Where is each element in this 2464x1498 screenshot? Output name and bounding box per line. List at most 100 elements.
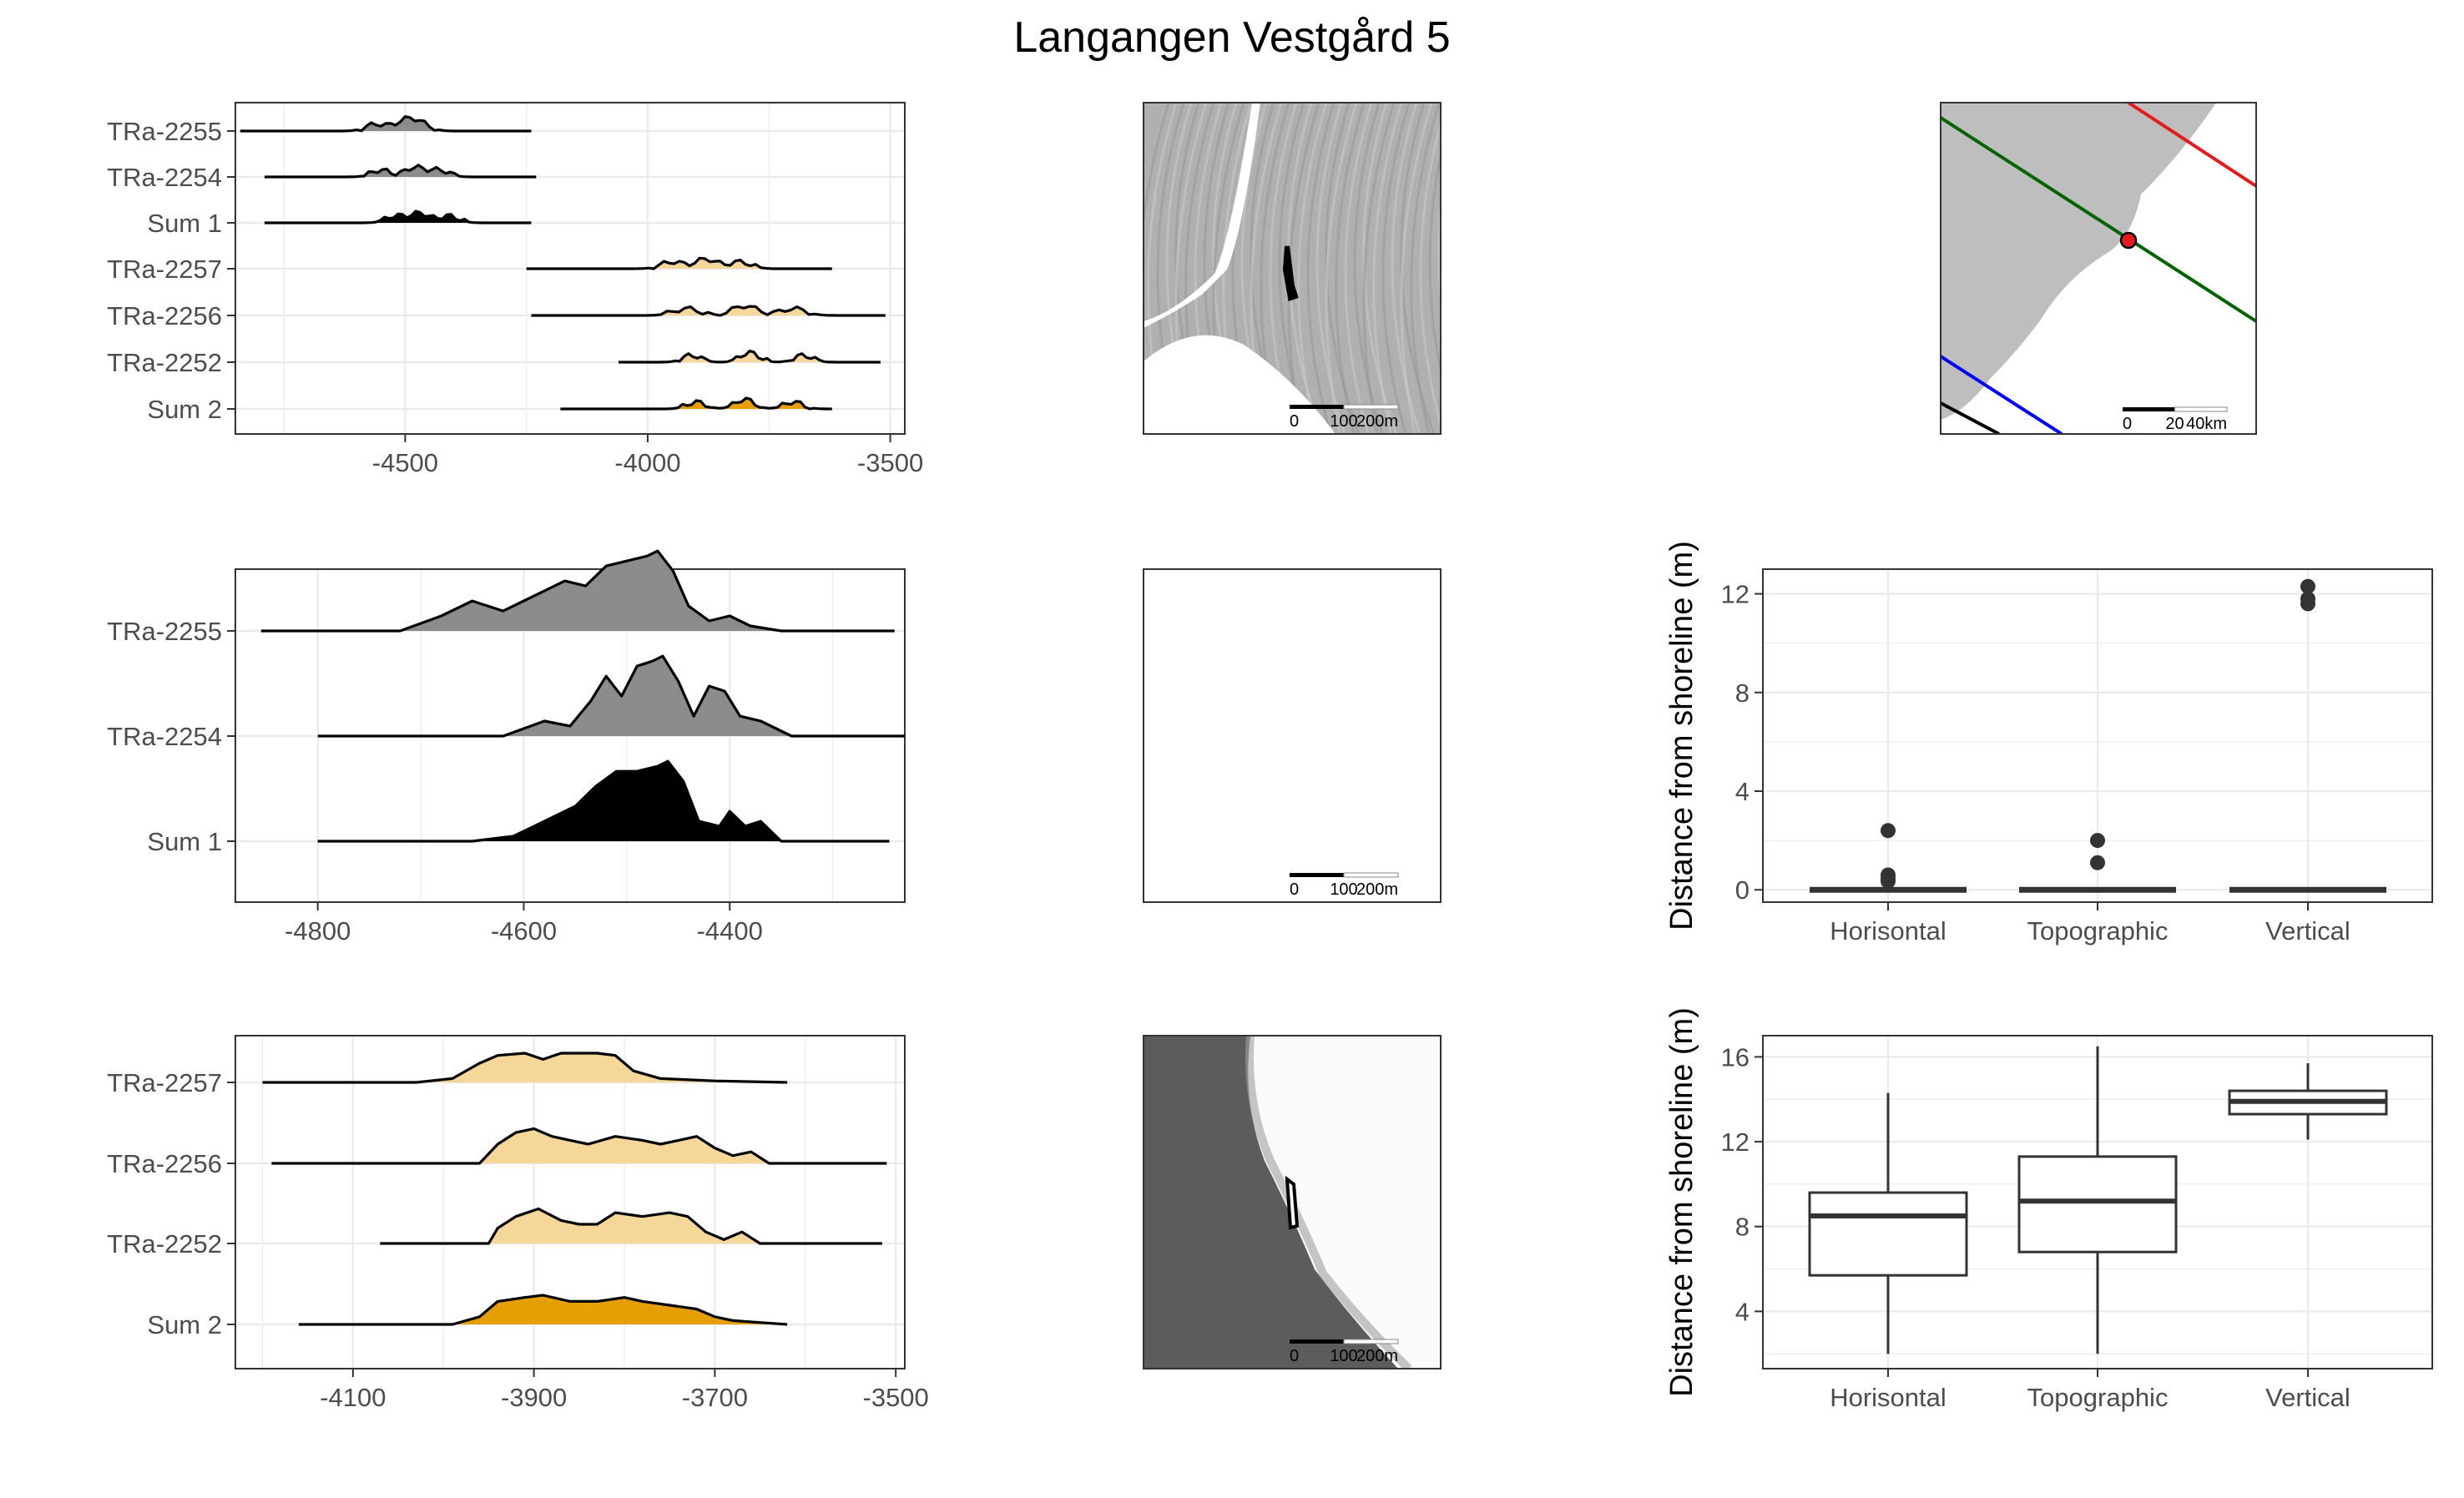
ridge-line-tra-2256 [271,1127,887,1165]
y-tick-label: 0 [1735,875,1750,905]
x-tick-label: -3700 [682,1383,748,1412]
terrain-ridge [1400,103,1433,434]
outlier-point [2300,596,2315,612]
y-axis-label: Distance from shoreline (m) [1664,1007,1699,1397]
site-outline [1287,713,1297,761]
ridge-fill-tra-2252 [380,1208,882,1243]
x-tick-label: -3900 [501,1383,567,1412]
y-tick-label: Sum 1 [147,827,222,856]
scale-label: 100 [1330,412,1357,431]
isobase-green [1941,116,2256,323]
ridge-fill-tra-2252 [619,351,881,362]
terrain-ridge [1428,149,1441,376]
map1-border [1143,102,1442,435]
scale-bar-white [2174,406,2228,412]
boxplot_bottom-panel: 4 8 12 16 Horisontal Topographic Vertical Dista… [1664,1007,2433,1412]
y-tick-label: 8 [1735,1213,1750,1242]
ridge-fill-tra-2256 [271,1128,887,1163]
map-sea-level-2-content [1144,1036,1441,1369]
terrain-ridge [1410,103,1441,434]
y-tick-label: Sum 2 [147,1310,222,1339]
map-sea-level-2-border [1143,1035,1442,1369]
scale-label: 200m [1356,1347,1398,1365]
map4-border [1940,102,2257,435]
x-tick-label: -4500 [372,448,438,477]
ridge-line-tra-2255 [240,115,532,133]
map4-content [1941,103,2256,434]
box-horisontal [1808,1191,1968,1277]
sea-area [1144,1036,1398,1369]
ridge-line-tra-2254 [264,164,537,179]
outlier-point [2090,833,2105,849]
y-tick-label: 12 [1721,1127,1750,1157]
x-tick-label: Horisontal [1830,1383,1946,1412]
river [1144,103,1260,328]
scale-label: 40km [2186,415,2227,433]
x-tick-label: -4400 [697,916,763,946]
ridge-fill-sum-1 [317,761,890,841]
scale-bar-black [1290,405,1344,409]
map-sea-level-1-content [1144,569,1441,902]
scale-label: 0 [2123,415,2132,433]
ridge2-panel: TRa-2255 TRa-2254 Sum 1 -4800 -4600 -4400 [107,549,906,946]
terrain-ridge [1325,103,1358,434]
outlier-point [2090,855,2105,870]
terrain-ridge [1437,197,1441,310]
y-tick-label: 16 [1721,1042,1750,1072]
outlier-point [1881,823,1896,839]
scale-label: 0 [1290,1347,1299,1365]
y-tick-label: 4 [1735,1297,1750,1326]
ridge-fill-tra-2257 [262,1053,788,1082]
terrain-ridge [1335,103,1366,434]
y-tick-label: TRa-2252 [107,348,222,377]
figure-title: Langangen Vestgård 5 [1013,13,1450,62]
isobase-red [2127,103,2256,188]
ridge-line-sum-1 [264,209,532,224]
scale-bar-white [1343,872,1399,878]
site-outline [1282,245,1299,301]
land-area [1941,103,2216,420]
shoreline-blur [1250,569,1409,902]
y-tick-label: 12 [1721,580,1750,609]
ridge-line-sum-2 [560,396,832,411]
x-tick-label: -4100 [320,1383,386,1412]
y-tick-label: TRa-2252 [107,1229,222,1258]
sea-area [1144,569,1398,902]
x-tick-label: Topographic [2027,916,2169,946]
x-tick-label: -4800 [285,916,351,946]
ridge-line-tra-2255 [260,549,895,633]
x-tick-label: Vertical [2265,1383,2350,1412]
ridge-line-sum-1 [317,759,890,843]
ridge3-border [235,1035,906,1369]
y-tick-label: TRa-2257 [107,255,222,284]
scale-bar-black [1290,873,1344,877]
scale-label: 100 [1330,880,1357,899]
scale-label: 200m [1356,412,1398,431]
ridge-fill-sum-2 [560,398,832,409]
x-tick-label: Vertical [2265,916,2350,946]
ridge-line-tra-2257 [526,256,832,270]
map-overview: 0 20 40km [1940,102,2257,435]
site-outline [1285,1175,1300,1230]
terrain-ridge [1344,103,1373,434]
box-topographic [2017,1155,2178,1253]
outlier-point [1881,873,1896,889]
y-tick-label: 4 [1735,777,1750,806]
y-tick-label: Sum 2 [147,395,222,424]
map1-content [1144,103,1441,434]
ridge-fill-tra-2254 [317,656,905,736]
y-tick-label: TRa-2255 [107,617,222,646]
scale-label: 20 [2165,415,2184,433]
isobase-blue [1941,355,2063,434]
y-axis-label: Distance from shoreline (m) [1664,541,1699,931]
x-tick-label: -3500 [857,448,923,477]
terrain-ridge [1362,103,1396,434]
x-tick-label: Topographic [2027,1383,2169,1412]
scale-bar-white [1343,1339,1399,1344]
y-tick-label: Sum 1 [147,209,222,238]
y-tick-label: TRa-2255 [107,117,222,146]
